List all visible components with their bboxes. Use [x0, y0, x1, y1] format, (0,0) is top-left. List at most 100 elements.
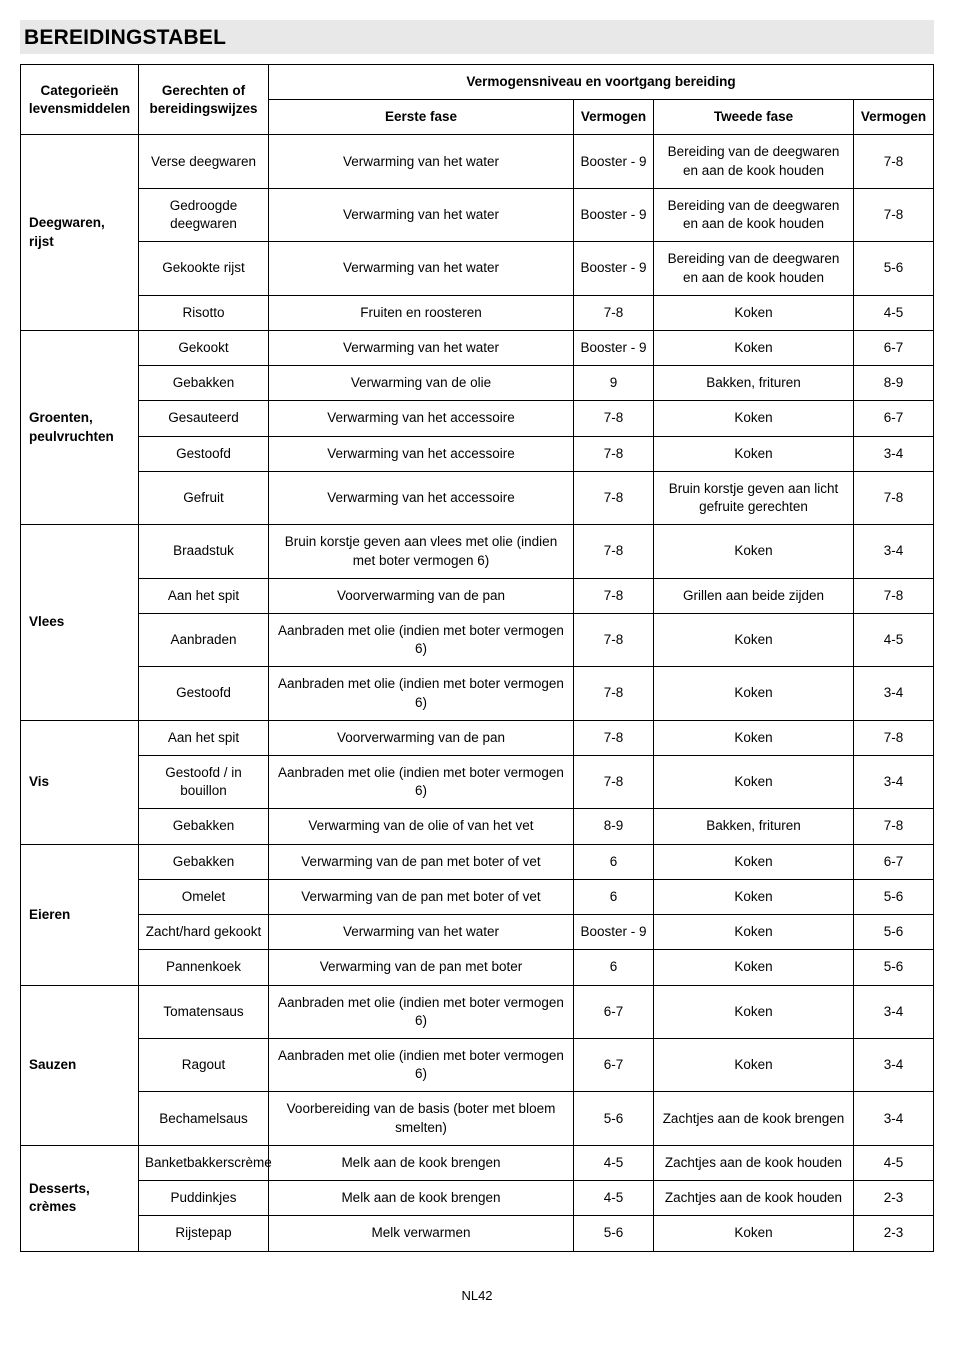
dish-cell: Risotto — [139, 295, 269, 330]
pow2-cell: 5-6 — [854, 879, 934, 914]
pow1-cell: 9 — [574, 366, 654, 401]
table-body: Deegwaren, rijstVerse deegwarenVerwarmin… — [21, 135, 934, 1251]
phase1-cell: Voorverwarming van de pan — [269, 578, 574, 613]
pow2-cell: 3-4 — [854, 756, 934, 809]
phase1-cell: Bruin korstje geven aan vlees met olie (… — [269, 525, 574, 578]
dish-cell: Aan het spit — [139, 720, 269, 755]
pow1-cell: 7-8 — [574, 756, 654, 809]
dish-cell: Gestoofd — [139, 667, 269, 720]
table-row: PannenkoekVerwarming van de pan met bote… — [21, 950, 934, 985]
pow1-cell: 6 — [574, 879, 654, 914]
dish-cell: Puddinkjes — [139, 1181, 269, 1216]
phase1-cell: Verwarming van het accessoire — [269, 436, 574, 471]
phase1-cell: Verwarming van het water — [269, 188, 574, 241]
phase2-cell: Bakken, frituren — [654, 809, 854, 844]
phase1-cell: Melk aan de kook brengen — [269, 1145, 574, 1180]
phase2-cell: Koken — [654, 525, 854, 578]
dish-cell: Gebakken — [139, 844, 269, 879]
phase1-cell: Verwarming van de olie — [269, 366, 574, 401]
pow2-cell: 6-7 — [854, 401, 934, 436]
pow2-cell: 7-8 — [854, 471, 934, 524]
category-cell: Vlees — [21, 525, 139, 721]
pow2-cell: 7-8 — [854, 720, 934, 755]
pow1-cell: 5-6 — [574, 1092, 654, 1145]
phase2-cell: Koken — [654, 915, 854, 950]
category-cell: Deegwaren, rijst — [21, 135, 139, 331]
pow1-cell: 6 — [574, 950, 654, 985]
pow2-cell: 3-4 — [854, 667, 934, 720]
dish-cell: Gekookt — [139, 330, 269, 365]
phase1-cell: Fruiten en roosteren — [269, 295, 574, 330]
category-cell: Vis — [21, 720, 139, 844]
dish-cell: Aan het spit — [139, 578, 269, 613]
phase1-cell: Melk aan de kook brengen — [269, 1181, 574, 1216]
th-category: Categorieën levensmiddelen — [21, 65, 139, 135]
phase2-cell: Koken — [654, 667, 854, 720]
dish-cell: Ragout — [139, 1039, 269, 1092]
dish-cell: Verse deegwaren — [139, 135, 269, 188]
dish-cell: Bechamelsaus — [139, 1092, 269, 1145]
pow2-cell: 7-8 — [854, 188, 934, 241]
phase2-cell: Zachtjes aan de kook brengen — [654, 1092, 854, 1145]
dish-cell: Pannenkoek — [139, 950, 269, 985]
table-row: BechamelsausVoorbereiding van de basis (… — [21, 1092, 934, 1145]
pow2-cell: 7-8 — [854, 135, 934, 188]
table-row: GesauteerdVerwarming van het accessoire7… — [21, 401, 934, 436]
phase1-cell: Verwarming van de pan met boter of vet — [269, 879, 574, 914]
phase2-cell: Koken — [654, 295, 854, 330]
pow2-cell: 6-7 — [854, 844, 934, 879]
dish-cell: Gebakken — [139, 366, 269, 401]
pow2-cell: 3-4 — [854, 1039, 934, 1092]
th-pow2: Vermogen — [854, 100, 934, 135]
phase1-cell: Verwarming van het water — [269, 242, 574, 295]
table-head: Categorieën levensmiddelen Gerechten of … — [21, 65, 934, 135]
pow1-cell: Booster - 9 — [574, 242, 654, 295]
phase1-cell: Aanbraden met olie (indien met boter ver… — [269, 985, 574, 1038]
phase2-cell: Bereiding van de deegwaren en aan de koo… — [654, 242, 854, 295]
page-number: NL42 — [20, 1288, 934, 1303]
phase2-cell: Koken — [654, 613, 854, 666]
phase2-cell: Koken — [654, 330, 854, 365]
phase1-cell: Melk verwarmen — [269, 1216, 574, 1251]
pow1-cell: 5-6 — [574, 1216, 654, 1251]
th-pow1: Vermogen — [574, 100, 654, 135]
phase1-cell: Verwarming van het accessoire — [269, 401, 574, 436]
table-row: VisAan het spitVoorverwarming van de pan… — [21, 720, 934, 755]
phase2-cell: Bakken, frituren — [654, 366, 854, 401]
pow1-cell: 7-8 — [574, 578, 654, 613]
pow2-cell: 3-4 — [854, 436, 934, 471]
phase2-cell: Zachtjes aan de kook houden — [654, 1145, 854, 1180]
phase1-cell: Verwarming van de pan met boter — [269, 950, 574, 985]
pow2-cell: 4-5 — [854, 295, 934, 330]
table-row: EierenGebakkenVerwarming van de pan met … — [21, 844, 934, 879]
phase1-cell: Voorbereiding van de basis (boter met bl… — [269, 1092, 574, 1145]
pow1-cell: Booster - 9 — [574, 135, 654, 188]
pow2-cell: 4-5 — [854, 613, 934, 666]
dish-cell: Zacht/hard gekookt — [139, 915, 269, 950]
table-row: VleesBraadstukBruin korstje geven aan vl… — [21, 525, 934, 578]
table-row: RijstepapMelk verwarmen5-6Koken2-3 — [21, 1216, 934, 1251]
phase1-cell: Aanbraden met olie (indien met boter ver… — [269, 613, 574, 666]
phase2-cell: Koken — [654, 436, 854, 471]
pow2-cell: 6-7 — [854, 330, 934, 365]
phase2-cell: Koken — [654, 879, 854, 914]
pow1-cell: Booster - 9 — [574, 330, 654, 365]
dish-cell: Gekookte rijst — [139, 242, 269, 295]
phase2-cell: Bruin korstje geven aan licht gefruite g… — [654, 471, 854, 524]
table-row: Desserts, crèmesBanketbakkerscrèmeMelk a… — [21, 1145, 934, 1180]
phase1-cell: Verwarming van het water — [269, 330, 574, 365]
pow1-cell: 4-5 — [574, 1145, 654, 1180]
phase1-cell: Verwarming van het water — [269, 915, 574, 950]
pow1-cell: 7-8 — [574, 525, 654, 578]
table-row: GestoofdVerwarming van het accessoire7-8… — [21, 436, 934, 471]
table-row: Gekookte rijstVerwarming van het waterBo… — [21, 242, 934, 295]
pow2-cell: 8-9 — [854, 366, 934, 401]
table-row: Gedroogde deegwarenVerwarming van het wa… — [21, 188, 934, 241]
phase1-cell: Aanbraden met olie (indien met boter ver… — [269, 756, 574, 809]
pow1-cell: 6-7 — [574, 985, 654, 1038]
phase1-cell: Aanbraden met olie (indien met boter ver… — [269, 667, 574, 720]
phase2-cell: Koken — [654, 401, 854, 436]
pow2-cell: 5-6 — [854, 950, 934, 985]
dish-cell: Gedroogde deegwaren — [139, 188, 269, 241]
table-row: RisottoFruiten en roosteren7-8Koken4-5 — [21, 295, 934, 330]
